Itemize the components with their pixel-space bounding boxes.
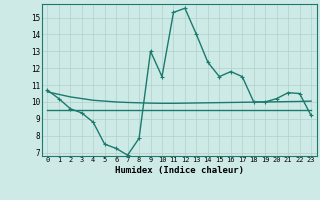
X-axis label: Humidex (Indice chaleur): Humidex (Indice chaleur) (115, 166, 244, 175)
